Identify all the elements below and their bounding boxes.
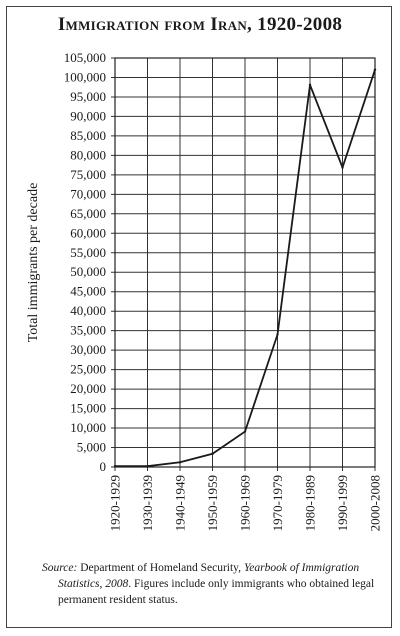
- chart-title: Immigration from Iran, 1920-2008: [57, 14, 343, 35]
- data-point: [373, 68, 377, 71]
- data-point: [113, 465, 117, 468]
- source-note: Source: Department of Homeland Security,…: [42, 560, 382, 608]
- data-point: [276, 333, 279, 336]
- data-point: [211, 452, 214, 455]
- y-tick-label: 95,000: [70, 89, 106, 104]
- y-tick-label: 55,000: [70, 245, 106, 260]
- y-tick-label: 40,000: [70, 303, 106, 318]
- y-tick-label: 105,000: [64, 50, 106, 65]
- y-axis-label: Total immigrants per decade: [26, 183, 41, 343]
- y-tick-label: 45,000: [70, 284, 106, 299]
- y-tick-label: 80,000: [70, 147, 106, 162]
- y-tick-label: 25,000: [70, 362, 106, 377]
- chart-frame: [6, 6, 392, 628]
- y-tick-label: 10,000: [70, 420, 106, 435]
- data-point: [308, 83, 312, 87]
- x-tick-label: 1990-1999: [335, 475, 350, 531]
- data-point: [341, 166, 344, 169]
- y-tick-label: 20,000: [70, 381, 106, 396]
- x-tick-label: 1970-1979: [270, 475, 285, 531]
- source-publication: Yearbook of Immigration Statistics, 2008: [58, 562, 360, 590]
- y-tick-label: 85,000: [70, 128, 106, 143]
- source-text-1: Department of Homeland Security,: [77, 562, 244, 574]
- y-tick-label: 65,000: [70, 206, 106, 221]
- y-tick-label: 60,000: [70, 225, 106, 240]
- y-tick-label: 75,000: [70, 167, 106, 182]
- y-tick-label: 35,000: [70, 323, 106, 338]
- x-tick-label: 1930-1939: [140, 475, 155, 531]
- x-tick-label: 1920-1929: [108, 475, 123, 531]
- source-text-2: . Figures include only immigrants who ob…: [58, 578, 375, 606]
- x-tick-label: 1950-1959: [205, 475, 220, 531]
- x-tick-label: 1940-1949: [173, 475, 188, 531]
- data-point: [178, 461, 182, 464]
- data-point: [146, 465, 149, 468]
- y-tick-label: 0: [100, 459, 107, 474]
- x-tick-label: 2000-2008: [368, 475, 383, 531]
- y-tick-label: 5,000: [77, 440, 106, 455]
- plot-border: [114, 57, 376, 468]
- y-tick-label: 30,000: [70, 342, 106, 357]
- y-tick-label: 90,000: [70, 108, 106, 123]
- y-tick-label: 15,000: [70, 401, 106, 416]
- y-tick-label: 100,000: [64, 69, 106, 84]
- y-tick-label: 70,000: [70, 186, 106, 201]
- data-point: [243, 430, 247, 433]
- y-tick-label: 50,000: [70, 264, 106, 279]
- source-label: Source:: [42, 562, 78, 574]
- x-tick-label: 1960-1969: [238, 475, 253, 531]
- x-tick-label: 1980-1989: [303, 475, 318, 531]
